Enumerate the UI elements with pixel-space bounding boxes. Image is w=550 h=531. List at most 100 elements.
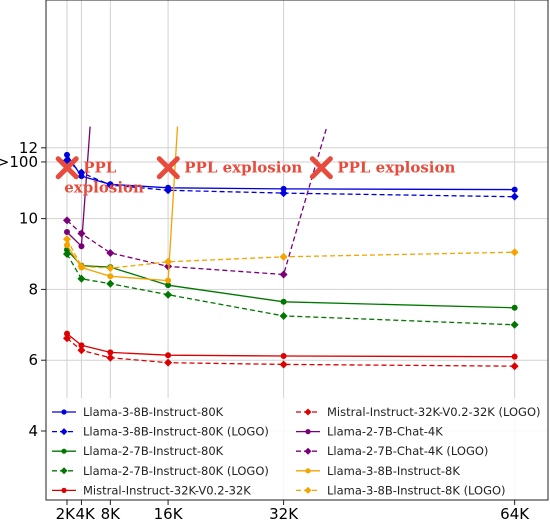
ppl-explosion-annotation: PPL explosion xyxy=(55,156,144,197)
data-point xyxy=(77,274,86,283)
series-line xyxy=(66,249,515,309)
y-tick-label: 10 xyxy=(19,210,38,228)
x-tick-label: 8K xyxy=(101,505,122,523)
data-point xyxy=(510,192,519,201)
series-llama-2-7b-chat-4k-logo xyxy=(63,126,328,279)
data-point xyxy=(106,353,115,362)
ppl-explosion-annotation: PPL explosion xyxy=(156,156,302,180)
data-point xyxy=(280,352,287,359)
data-point xyxy=(77,346,86,355)
legend-swatch-marker xyxy=(61,487,67,493)
legend-swatch-marker xyxy=(304,447,312,455)
legend-swatch-marker xyxy=(60,428,68,436)
legend-label: Llama-3-8B-Instruct-8K xyxy=(327,464,460,478)
annotation-text: PPL explosion xyxy=(64,159,144,197)
plot-frame xyxy=(45,0,549,501)
data-point xyxy=(165,352,172,359)
data-point xyxy=(107,273,114,280)
series-line xyxy=(66,253,515,326)
data-point xyxy=(63,235,71,244)
series-mistral-instruct-32k-v0-2-32k xyxy=(64,330,518,360)
series-line xyxy=(66,126,179,282)
legend-label: Mistral-Instruct-32K-V0.2-32K (LOGO) xyxy=(327,405,540,419)
data-point xyxy=(279,252,288,261)
data-point xyxy=(106,264,115,273)
data-point xyxy=(77,262,86,271)
x-tick-label: 64K xyxy=(500,505,530,523)
data-point xyxy=(165,282,172,289)
y-tick-label: 6 xyxy=(28,351,38,369)
legend-entry-llama-2-7b-instruct-80k-logo: Llama-2-7B-Instruct-80K (LOGO) xyxy=(52,464,269,478)
data-point xyxy=(78,342,85,349)
data-point xyxy=(165,277,172,284)
data-point xyxy=(106,248,115,257)
legend-swatch-marker xyxy=(60,467,68,475)
legend: Llama-3-8B-Instruct-80K Llama-3-8B-Instru… xyxy=(46,398,548,499)
legend-entry-llama-3-8b-instruct-80k-logo: Llama-3-8B-Instruct-80K (LOGO) xyxy=(52,425,269,439)
data-point xyxy=(78,243,85,250)
legend-label: Llama-2-7B-Chat-4K (LOGO) xyxy=(327,444,488,458)
legend-entry-mistral-instruct-32k-v0-2-32k-logo: Mistral-Instruct-32K-V0.2-32K (LOGO) xyxy=(296,405,540,419)
data-point xyxy=(64,242,70,249)
legend-label: Llama-2-7B-Instruct-80K xyxy=(83,444,224,458)
x-tick-label: 2K xyxy=(56,505,77,523)
data-point xyxy=(164,358,173,367)
legend-box xyxy=(46,398,548,499)
data-point xyxy=(511,186,518,193)
series-line xyxy=(66,238,515,269)
legend-swatch-marker xyxy=(304,486,312,494)
series-line xyxy=(66,333,515,358)
legend-swatch-marker xyxy=(305,429,311,435)
data-point xyxy=(106,279,115,288)
data-point xyxy=(279,189,288,198)
data-point xyxy=(107,349,114,356)
legend-swatch-marker xyxy=(305,468,311,474)
data-point xyxy=(280,298,287,305)
cross-icon xyxy=(156,156,180,180)
y-tick-label: 12 xyxy=(19,139,38,157)
x-axis-ticks: 2K 4K 8K 16K 32K 64K xyxy=(56,500,530,523)
data-point xyxy=(77,168,86,177)
legend-swatch-marker xyxy=(61,448,67,454)
data-point xyxy=(63,250,71,258)
data-point xyxy=(164,186,173,195)
data-point xyxy=(106,180,115,189)
data-point xyxy=(279,311,288,320)
x-tick-label: 32K xyxy=(269,505,299,523)
data-point xyxy=(279,360,288,369)
legend-entry-llama-3-8b-instruct-8k-logo: Llama-3-8B-Instruct-8K (LOGO) xyxy=(296,483,506,497)
annotation-line: PPL xyxy=(83,159,117,177)
data-point xyxy=(77,229,86,238)
annotation-line: PPL explosion xyxy=(184,159,302,177)
y-axis-ticks: 4 6 8 10 12>100 xyxy=(0,139,46,440)
cross-icon xyxy=(55,156,79,180)
data-point xyxy=(511,304,518,311)
series-mistral-instruct-32k-v0-2-32k-logo xyxy=(63,334,519,371)
y-tick-label: >100 xyxy=(0,153,38,171)
legend-label: Mistral-Instruct-32K-V0.2-32K xyxy=(83,483,251,497)
series-llama-3-8b-instruct-8k-logo xyxy=(63,235,519,273)
data-point xyxy=(64,151,70,158)
data-point xyxy=(63,216,71,225)
annotation-line: PPL explosion xyxy=(337,159,455,177)
series-line xyxy=(66,337,515,367)
legend-entry-llama-2-7b-chat-4k: Llama-2-7B-Chat-4K xyxy=(296,425,443,439)
series-llama-2-7b-chat-4k xyxy=(64,126,91,250)
y-tick-label: 4 xyxy=(28,422,38,440)
data-point xyxy=(280,185,287,192)
data-point xyxy=(511,353,518,360)
annotation-text: PPL explosion xyxy=(184,159,302,177)
data-point xyxy=(164,262,173,271)
annotation-line: explosion xyxy=(64,179,144,197)
data-point xyxy=(64,229,70,236)
legend-label: Llama-2-7B-Instruct-80K (LOGO) xyxy=(83,464,269,478)
data-point xyxy=(164,257,173,266)
y-tick-label: 8 xyxy=(28,280,38,298)
series-llama-2-7b-instruct-80k-logo xyxy=(63,250,519,329)
data-point xyxy=(279,270,288,279)
x-tick-label: 4K xyxy=(75,505,96,523)
series-line xyxy=(66,126,328,276)
annotation-text: PPL explosion xyxy=(337,159,455,177)
